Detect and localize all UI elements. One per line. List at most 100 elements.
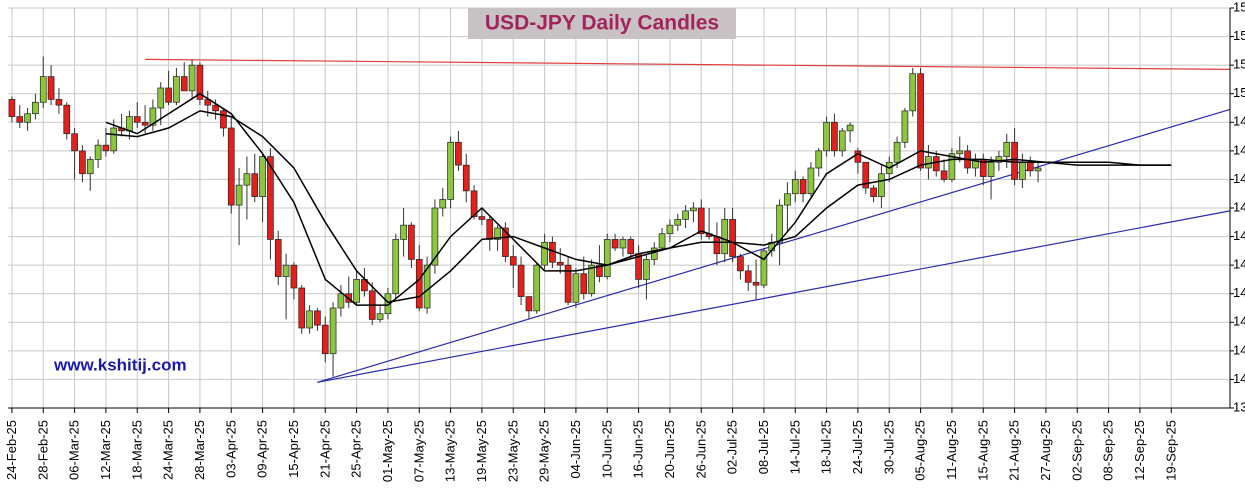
x-tick-label: 24-Feb-25 <box>4 420 19 480</box>
candle-body <box>314 310 321 326</box>
candle-body <box>823 121 830 152</box>
candle-body <box>157 87 165 109</box>
candle-body <box>110 127 118 152</box>
y-tick-label: 146 <box>1233 199 1245 214</box>
x-tick-label: 18-Mar-25 <box>129 420 144 480</box>
candle-body <box>987 161 995 177</box>
candle-body <box>321 324 329 355</box>
candle-body <box>940 170 948 180</box>
x-tick-label: 02-Jul-25 <box>725 420 740 474</box>
y-tick-label: 152 <box>1233 28 1245 43</box>
candle-body <box>932 156 940 172</box>
candle-body <box>533 264 541 312</box>
x-tick-label: 23-May-25 <box>505 420 520 482</box>
candle-body <box>220 110 227 129</box>
candle-body <box>478 216 486 220</box>
candle-body <box>729 219 736 257</box>
candle-body <box>102 144 110 152</box>
candle-body <box>791 179 799 195</box>
candle-body <box>384 293 392 315</box>
x-tick-label: 19-May-25 <box>474 420 489 482</box>
x-tick-label: 29-May-25 <box>537 420 552 482</box>
candle-body <box>243 173 251 186</box>
candle-body <box>165 87 172 103</box>
x-tick-label: 27-Aug-25 <box>1038 420 1053 481</box>
candle-body <box>682 210 689 220</box>
x-tick-label: 21-Aug-25 <box>1007 420 1022 481</box>
candle-body <box>1019 161 1026 180</box>
candle-body <box>447 141 454 200</box>
candle-body <box>588 264 595 295</box>
candle-body <box>251 173 259 197</box>
x-tick-label: 02-Sep-25 <box>1069 420 1084 481</box>
candle-body <box>901 110 909 143</box>
x-tick-label: 09-Apr-25 <box>255 420 270 478</box>
candle-body <box>24 113 31 123</box>
candle-body <box>298 287 306 329</box>
candle-body <box>752 281 760 286</box>
candle-body <box>917 73 924 169</box>
watermark: www.kshitij.com <box>53 355 187 374</box>
candle-body <box>32 101 39 115</box>
candle-body <box>408 224 415 260</box>
candle-body <box>596 264 603 277</box>
candle-body <box>353 279 360 303</box>
candle-body <box>807 167 815 195</box>
candle-body <box>870 187 877 197</box>
x-tick-label: 16-Jun-25 <box>631 420 646 479</box>
candle-body <box>502 227 509 257</box>
candle-body <box>8 99 16 117</box>
y-tick-label: 148 <box>1233 142 1245 157</box>
candle-body <box>517 264 525 297</box>
candle-body <box>188 64 196 92</box>
candle-body <box>133 116 141 123</box>
y-tick-label: 153 <box>1233 0 1245 14</box>
x-tick-label: 14-Jul-25 <box>787 420 802 474</box>
candle-body <box>854 150 862 163</box>
candle-body <box>564 264 572 303</box>
candle-body <box>893 141 901 163</box>
candle-body <box>784 193 791 206</box>
candle-body <box>697 207 705 235</box>
candle-body <box>267 156 274 240</box>
candle-body <box>329 307 337 355</box>
y-tick-label: 141 <box>1233 342 1245 357</box>
candle-body <box>259 156 266 197</box>
candle-body <box>846 124 854 132</box>
candle-body <box>862 161 870 189</box>
candle-body <box>196 64 204 100</box>
x-tick-label: 07-May-25 <box>411 420 426 482</box>
x-tick-label: 01-May-25 <box>380 420 395 482</box>
axes: 139 140 141 142 143 144 145 146 147 148 149 150 151 1… <box>4 0 1245 482</box>
y-tick-label: 140 <box>1233 371 1245 386</box>
candle-body <box>1003 141 1011 157</box>
x-tick-label: 10-Jun-25 <box>599 420 614 479</box>
x-tick-label: 05-Aug-25 <box>913 420 928 481</box>
candle-body <box>713 236 721 255</box>
y-tick-label: 147 <box>1233 171 1245 186</box>
x-tick-label: 28-Mar-25 <box>192 420 207 480</box>
x-tick-label: 15-Apr-25 <box>286 420 301 478</box>
candle-body <box>180 76 188 92</box>
candle-body <box>423 264 431 309</box>
candle-body <box>79 150 86 175</box>
candle-body <box>643 259 650 280</box>
x-tick-label: 30-Jul-25 <box>881 420 896 474</box>
candle-body <box>948 153 956 180</box>
y-tick-label: 145 <box>1233 228 1245 243</box>
candle-body <box>55 99 63 106</box>
candle-body <box>126 116 133 132</box>
candle-body <box>572 273 580 303</box>
candle-body <box>71 133 78 152</box>
candle-body <box>925 156 932 169</box>
x-tick-label: 12-Sep-25 <box>1132 420 1147 481</box>
moving-average <box>105 92 1172 306</box>
x-tick-label: 11-Aug-25 <box>944 420 959 480</box>
x-tick-label: 28-Feb-25 <box>35 420 50 480</box>
candle-body <box>400 224 407 240</box>
candle-body <box>831 121 838 152</box>
candle-body <box>455 141 462 166</box>
x-tick-label: 25-Apr-25 <box>349 420 364 478</box>
candle-body <box>337 293 345 309</box>
candle-body <box>439 199 447 209</box>
